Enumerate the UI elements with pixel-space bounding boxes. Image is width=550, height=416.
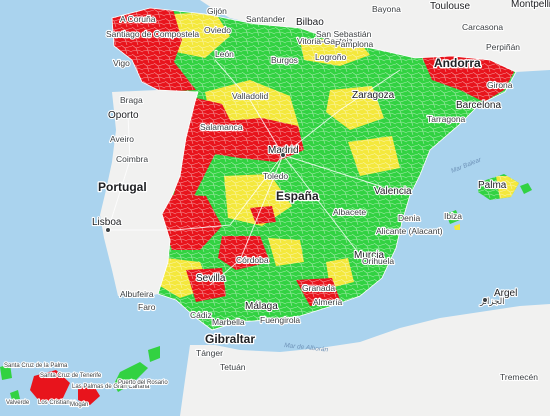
island-tenerife (30, 370, 70, 402)
city-vigo[interactable]: Vigo (112, 57, 131, 69)
marker-madrid[interactable] (280, 152, 286, 158)
city-markers (105, 152, 488, 303)
city-braga[interactable]: Braga (119, 94, 144, 106)
label-andorra[interactable]: Andorra (433, 55, 483, 72)
city-valencia[interactable]: Valencia (373, 185, 413, 198)
city-coimbra[interactable]: Coimbra (115, 153, 150, 165)
land-portugal (100, 90, 198, 298)
city-valladolid[interactable]: Valladolid (231, 90, 270, 102)
city-tarragona[interactable]: Tarragona (426, 113, 467, 125)
city-santander[interactable]: Santander (245, 13, 287, 25)
city-bayona[interactable]: Bayona (371, 3, 402, 15)
island-el-hierro (10, 390, 20, 400)
city-vitoria[interactable]: Vitoria-Gasteiz (296, 35, 354, 47)
city-tetuan[interactable]: Tetuán (219, 361, 247, 373)
island-formentera (454, 224, 460, 230)
city-labels: Bayona Toulouse Montpellier A Coruña Gij… (3, 0, 550, 409)
country-labels: España Portugal Andorra Gibraltar (97, 55, 483, 348)
city-barcelona[interactable]: Barcelona (455, 99, 503, 112)
label-portugal[interactable]: Portugal (97, 179, 148, 196)
city-girona[interactable]: Girona (486, 79, 514, 91)
city-alicante[interactable]: Alicante (Alacant) (375, 225, 444, 237)
island-fuerteventura (114, 362, 148, 392)
island-gran-canaria (78, 383, 100, 405)
island-la-palma (0, 364, 12, 380)
city-mogan[interactable]: Mogán (69, 401, 90, 409)
city-losgigantes[interactable]: Los Cristianos (37, 399, 77, 407)
city-oporto[interactable]: Oporto (107, 109, 140, 122)
city-granada[interactable]: Granada (301, 282, 337, 294)
city-zaragoza[interactable]: Zaragoza (351, 89, 396, 102)
city-sevilla[interactable]: Sevilla (195, 272, 227, 285)
city-faro[interactable]: Faro (137, 301, 157, 313)
city-sansebastian[interactable]: San Sebastián (315, 28, 373, 40)
label-spain[interactable]: España (275, 188, 321, 205)
city-acoruna[interactable]: A Coruña (119, 13, 157, 25)
city-ibiza[interactable]: Ibiza (443, 210, 463, 222)
city-cordoba[interactable]: Córdoba (235, 254, 270, 266)
marker-lisboa[interactable] (105, 227, 111, 233)
city-oviedo[interactable]: Oviedo (203, 24, 232, 36)
island-menorca (520, 183, 532, 194)
city-salamanca[interactable]: Salamanca (199, 121, 244, 133)
label-mar-alboran: Mar de Alborán (284, 342, 329, 354)
city-pamplona[interactable]: Pamplona (334, 38, 375, 50)
city-perpinan[interactable]: Perpiñán (485, 41, 521, 53)
canary-islands (0, 346, 160, 405)
city-montpellier[interactable]: Montpellier (510, 0, 550, 11)
city-lisboa[interactable]: Lisboa (91, 216, 123, 229)
island-ibiza (446, 210, 460, 224)
city-fuerteventura[interactable]: Puerto del Rosario (117, 379, 170, 387)
city-carcasona[interactable]: Carcasona (461, 21, 505, 33)
land-france (200, 0, 550, 72)
label-gibraltar[interactable]: Gibraltar (204, 331, 257, 348)
city-fuengirola[interactable]: Fuengirola (259, 314, 302, 326)
city-toulouse[interactable]: Toulouse (429, 0, 472, 13)
city-santacruz-tenerife[interactable]: Santa Cruz de Tenerife (39, 372, 103, 380)
city-aveiro[interactable]: Aveiro (109, 133, 135, 145)
roads (107, 59, 401, 286)
city-valverde[interactable]: Valverde (5, 399, 31, 407)
city-orihuela[interactable]: Orihuela (361, 255, 396, 267)
city-logrono[interactable]: Logroño (314, 51, 348, 63)
city-gijon[interactable]: Gijón (206, 5, 228, 17)
city-bilbao[interactable]: Bilbao (295, 16, 325, 29)
city-marbella[interactable]: Marbella (211, 316, 246, 328)
city-albufeira[interactable]: Albufeira (119, 288, 155, 300)
city-santiago[interactable]: Santiago de Compostela (105, 28, 201, 40)
land-north-africa (180, 304, 550, 416)
city-malaga[interactable]: Málaga (244, 300, 279, 313)
city-murcia[interactable]: Murcia (353, 249, 386, 262)
city-denia[interactable]: Denia (397, 212, 422, 224)
city-argel[interactable]: Argel (493, 287, 519, 300)
marker-argel[interactable] (482, 297, 488, 303)
city-burgos[interactable]: Burgos (270, 54, 299, 66)
city-almeria[interactable]: Almería (312, 296, 344, 308)
city-santacruz-palma[interactable]: Santa Cruz de la Palma (3, 362, 69, 370)
city-tlemcen[interactable]: Tremecén (499, 371, 539, 383)
city-tanger[interactable]: Tánger (195, 347, 224, 359)
island-lanzarote (148, 346, 160, 362)
city-albacete[interactable]: Albacete (332, 206, 368, 218)
city-laspalmas[interactable]: Las Palmas de Gran Canaria (71, 383, 151, 391)
city-cadiz[interactable]: Cádiz (189, 309, 213, 321)
city-madrid[interactable]: Madrid (267, 144, 300, 157)
city-toledo[interactable]: Toledo (262, 170, 290, 182)
city-leon[interactable]: León (214, 48, 235, 60)
city-palma[interactable]: Palma (477, 179, 508, 192)
